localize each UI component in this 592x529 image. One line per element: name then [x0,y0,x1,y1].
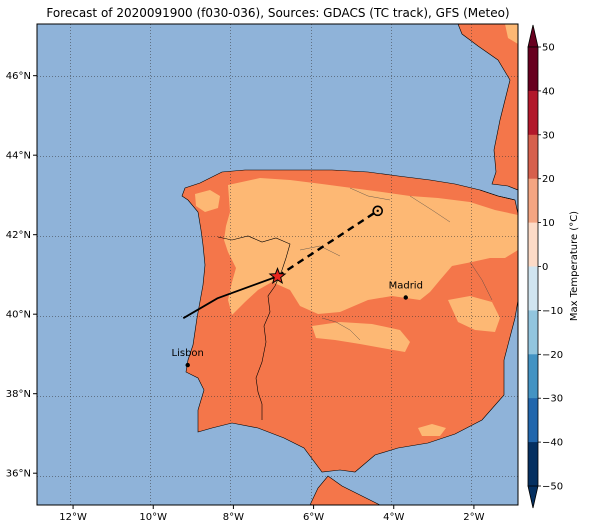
map-title: Forecast of 2020091900 (f030-036), Sourc… [46,6,510,20]
colorbar-tick-label: −10 [542,306,563,317]
colorbar-tick-label: −40 [542,438,563,449]
y-tick-label: 40°N [6,310,31,321]
colorbar-segment [528,442,538,487]
colorbar-tick-label: 50 [542,43,555,54]
x-axis: 12°W 10°W 8°W 6°W 4°W 2°W [59,505,485,523]
colorbar-segment [528,266,538,311]
colorbar-tick-label: −20 [542,350,563,361]
border-spain-portugal [217,235,291,420]
colorbar-segment [528,178,538,224]
colorbar-tick-label: 20 [542,174,555,185]
colorbar-segment [528,90,538,136]
map-gridlines [37,24,518,505]
city-label-madrid: Madrid [389,280,423,291]
cool-zone-france-corner [505,24,518,44]
x-tick-label: 10°W [139,512,167,523]
border-spain-france [479,189,516,201]
y-tick-label: 42°N [6,230,31,241]
colorbar-segment [528,354,538,399]
colorbar-tick-label: 30 [542,130,555,141]
y-axis: 46°N 44°N 42°N 40°N 38°N 36°N [6,71,37,480]
colorbar-extend-min [527,485,539,509]
colorbar-tick-label: 40 [542,86,555,97]
city-label-lisbon: Lisbon [172,348,204,359]
forecast-position-marker [372,205,384,217]
colorbar-segment [528,398,538,443]
city-marker-madrid [403,295,408,300]
colorbar-tick-label: −50 [542,482,563,493]
colorbar-label: Max Temperature (°C) [569,211,580,321]
y-tick-label: 46°N [6,71,31,82]
colorbar-extend-max [527,24,539,48]
colorbar: 50 40 30 20 10 0 −10 −20 −30 −40 −50 [527,24,563,509]
colorbar-tick-label: 10 [542,218,555,229]
x-tick-label: 12°W [59,512,87,523]
y-tick-label: 44°N [6,151,31,162]
cool-zone-meseta [224,178,518,315]
colorbar-segment [528,134,538,180]
colorbar-segment [528,310,538,355]
colorbar-segment [528,47,538,92]
x-tick-label: 8°W [223,512,244,523]
cool-zone-east [448,296,500,332]
storm-track-observed [182,275,278,319]
colorbar-tick-label: 0 [542,262,548,273]
cool-zone-southeast [418,424,446,436]
france-land [457,24,518,191]
storm-position-star-icon [268,266,287,285]
colorbar-tick-label: −30 [542,394,563,405]
x-tick-label: 4°W [383,512,404,523]
north-africa-land [309,475,381,505]
cool-zone-central [312,322,410,352]
x-tick-label: 2°W [463,512,484,523]
y-tick-label: 36°N [6,469,31,480]
colorbar-segment [528,222,538,267]
cool-zone-northwest [195,190,220,212]
y-tick-label: 38°N [6,389,31,400]
storm-track-forecast [276,209,379,278]
city-marker-lisbon [185,362,190,368]
x-tick-label: 6°W [303,512,324,523]
forecast-position-dot [376,209,379,213]
regional-boundaries [299,187,493,341]
map-frame [36,23,519,506]
